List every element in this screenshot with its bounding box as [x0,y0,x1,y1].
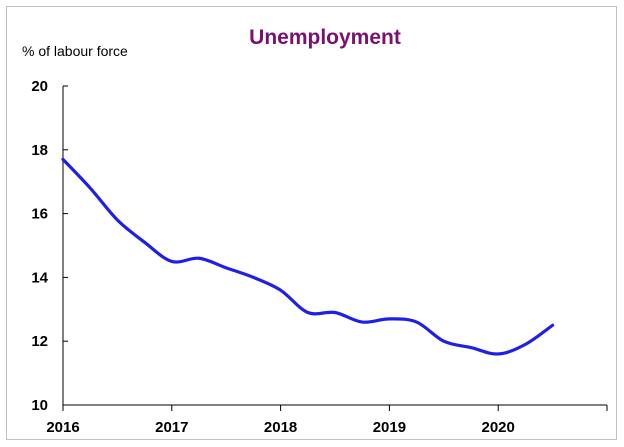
x-tick-label: 2016 [46,419,79,436]
x-tick-label: 2019 [373,419,406,436]
series-layer [63,159,553,354]
y-tick-label: 10 [31,397,48,414]
y-tick-label: 18 [31,142,48,159]
x-tick-label: 2017 [155,419,188,436]
axes [63,86,607,411]
y-tick-label: 16 [31,206,48,223]
y-axis-label: % of labour force [22,43,128,59]
unemployment-line [63,159,553,354]
chart-title: Unemployment [249,26,401,49]
x-tick-label: 2020 [482,419,515,436]
y-tick-label: 14 [31,269,48,286]
y-tick-label: 12 [31,333,48,350]
tick-labels: 10 12 14 16 18 20 2016 2017 2018 2019 2020 [31,78,515,436]
x-tick-label: 2018 [264,419,297,436]
y-tick-label: 20 [31,78,48,95]
